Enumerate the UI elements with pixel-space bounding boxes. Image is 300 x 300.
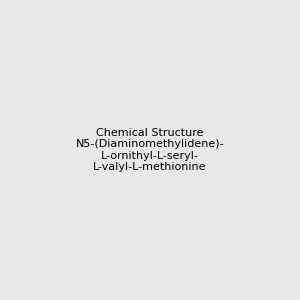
Text: Chemical Structure
N5-(Diaminomethylidene)-
L-ornithyl-L-seryl-
L-valyl-L-methio: Chemical Structure N5-(Diaminomethyliden… xyxy=(76,128,224,172)
